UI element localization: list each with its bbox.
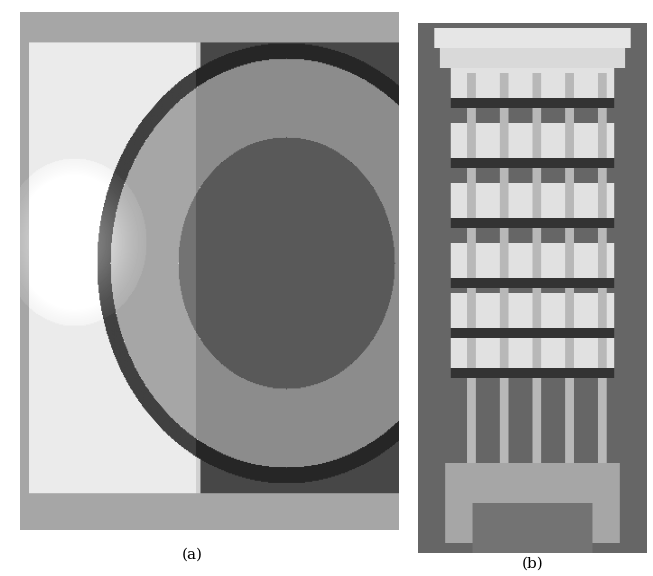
Text: (a): (a) — [182, 548, 203, 562]
Text: (b): (b) — [521, 556, 543, 570]
